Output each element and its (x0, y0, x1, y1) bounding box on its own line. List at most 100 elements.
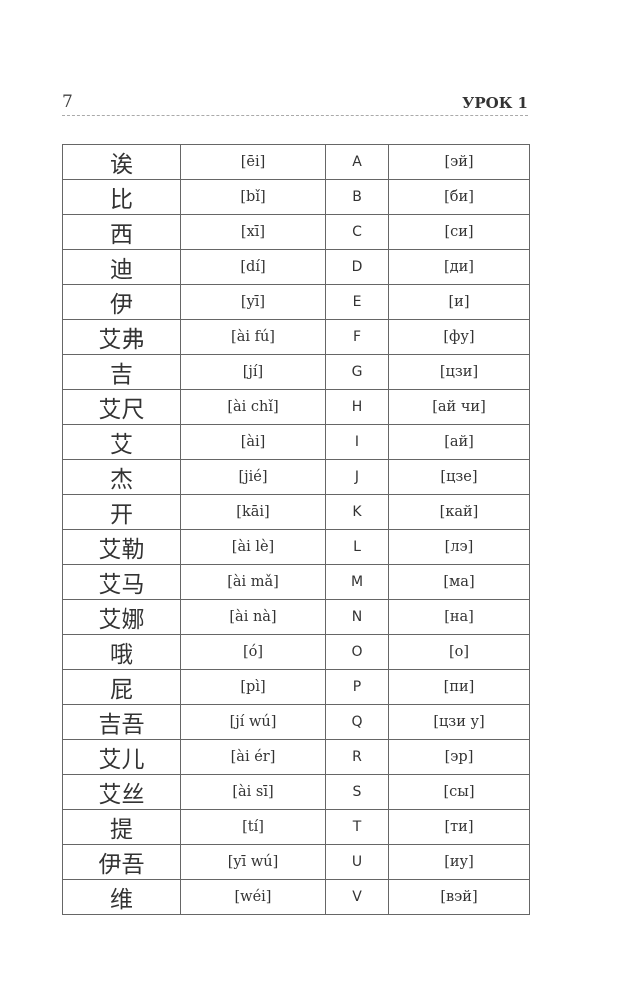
table-row: 开 [kāi] K [кай] (62, 494, 530, 530)
table-row: 杰 [jié] J [цзе] (62, 459, 530, 495)
table-row: 艾马 [ài mǎ] M [ма] (62, 564, 530, 600)
table-row: 维 [wéi] V [вэй] (62, 879, 530, 915)
letter-cell: O (325, 634, 389, 670)
letter-cell: H (325, 389, 389, 425)
chinese-cell: 艾儿 (62, 739, 181, 775)
chinese-cell: 艾勒 (62, 529, 181, 565)
letter-cell: T (325, 809, 389, 845)
pinyin-cell: [kāi] (180, 494, 326, 530)
russian-cell: [пи] (388, 669, 530, 705)
pinyin-cell: [tí] (180, 809, 326, 845)
chinese-cell: 西 (62, 214, 181, 250)
letter-cell: Q (325, 704, 389, 740)
russian-cell: [эр] (388, 739, 530, 775)
table-row: 屁 [pì] P [пи] (62, 669, 530, 705)
russian-cell: [о] (388, 634, 530, 670)
letter-cell: A (325, 144, 389, 180)
alphabet-table: 诶 [ēi] A [эй] 比 [bǐ] B [би] 西 [xī] C [си] 迪 [dí] D [ди]… (62, 144, 530, 915)
chinese-cell: 伊 (62, 284, 181, 320)
russian-cell: [и] (388, 284, 530, 320)
pinyin-cell: [ēi] (180, 144, 326, 180)
table-row: 伊 [yī] E [и] (62, 284, 530, 320)
russian-cell: [ма] (388, 564, 530, 600)
table-row: 艾娜 [ài nà] N [на] (62, 599, 530, 635)
chinese-cell: 艾弗 (62, 319, 181, 355)
table-row: 诶 [ēi] A [эй] (62, 144, 530, 180)
russian-cell: [ди] (388, 249, 530, 285)
chinese-cell: 伊吾 (62, 844, 181, 880)
chinese-cell: 杰 (62, 459, 181, 495)
pinyin-cell: [ài lè] (180, 529, 326, 565)
chinese-cell: 提 (62, 809, 181, 845)
russian-cell: [ай] (388, 424, 530, 460)
header-divider (62, 115, 528, 116)
chinese-cell: 屁 (62, 669, 181, 705)
table-row: 艾丝 [ài sī] S [сы] (62, 774, 530, 810)
russian-cell: [си] (388, 214, 530, 250)
chinese-cell: 艾尺 (62, 389, 181, 425)
letter-cell: B (325, 179, 389, 215)
letter-cell: I (325, 424, 389, 460)
letter-cell: P (325, 669, 389, 705)
pinyin-cell: [ài fú] (180, 319, 326, 355)
letter-cell: F (325, 319, 389, 355)
russian-cell: [би] (388, 179, 530, 215)
pinyin-cell: [xī] (180, 214, 326, 250)
page-number: 7 (62, 92, 73, 112)
chinese-cell: 哦 (62, 634, 181, 670)
russian-cell: [ай чи] (388, 389, 530, 425)
pinyin-cell: [wéi] (180, 879, 326, 915)
letter-cell: J (325, 459, 389, 495)
letter-cell: E (325, 284, 389, 320)
pinyin-cell: [ài sī] (180, 774, 326, 810)
letter-cell: R (325, 739, 389, 775)
letter-cell: S (325, 774, 389, 810)
russian-cell: [цзи у] (388, 704, 530, 740)
russian-cell: [кай] (388, 494, 530, 530)
russian-cell: [ти] (388, 809, 530, 845)
table-row: 提 [tí] T [ти] (62, 809, 530, 845)
chinese-cell: 艾马 (62, 564, 181, 600)
chinese-cell: 艾丝 (62, 774, 181, 810)
table-row: 比 [bǐ] B [би] (62, 179, 530, 215)
letter-cell: C (325, 214, 389, 250)
pinyin-cell: [bǐ] (180, 179, 326, 215)
chinese-cell: 比 (62, 179, 181, 215)
letter-cell: G (325, 354, 389, 390)
chinese-cell: 吉吾 (62, 704, 181, 740)
chinese-cell: 开 (62, 494, 181, 530)
russian-cell: [эй] (388, 144, 530, 180)
table-row: 艾儿 [ài ér] R [эр] (62, 739, 530, 775)
pinyin-cell: [ài mǎ] (180, 564, 326, 600)
lesson-title: УРОК 1 (462, 94, 528, 112)
letter-cell: L (325, 529, 389, 565)
pinyin-cell: [pì] (180, 669, 326, 705)
table-row: 哦 [ó] O [о] (62, 634, 530, 670)
letter-cell: V (325, 879, 389, 915)
pinyin-cell: [ài ér] (180, 739, 326, 775)
russian-cell: [фу] (388, 319, 530, 355)
russian-cell: [иу] (388, 844, 530, 880)
chinese-cell: 迪 (62, 249, 181, 285)
pinyin-cell: [jí] (180, 354, 326, 390)
table-row: 迪 [dí] D [ди] (62, 249, 530, 285)
russian-cell: [сы] (388, 774, 530, 810)
russian-cell: [вэй] (388, 879, 530, 915)
pinyin-cell: [ài] (180, 424, 326, 460)
table-row: 伊吾 [yī wú] U [иу] (62, 844, 530, 880)
table-row: 艾弗 [ài fú] F [фу] (62, 319, 530, 355)
russian-cell: [цзе] (388, 459, 530, 495)
letter-cell: N (325, 599, 389, 635)
chinese-cell: 吉 (62, 354, 181, 390)
chinese-cell: 维 (62, 879, 181, 915)
russian-cell: [цзи] (388, 354, 530, 390)
pinyin-cell: [yī wú] (180, 844, 326, 880)
pinyin-cell: [ài nà] (180, 599, 326, 635)
table-row: 艾 [ài] I [ай] (62, 424, 530, 460)
table-row: 吉吾 [jí wú] Q [цзи у] (62, 704, 530, 740)
pinyin-cell: [ài chǐ] (180, 389, 326, 425)
chinese-cell: 诶 (62, 144, 181, 180)
table-row: 吉 [jí] G [цзи] (62, 354, 530, 390)
chinese-cell: 艾娜 (62, 599, 181, 635)
pinyin-cell: [jié] (180, 459, 326, 495)
